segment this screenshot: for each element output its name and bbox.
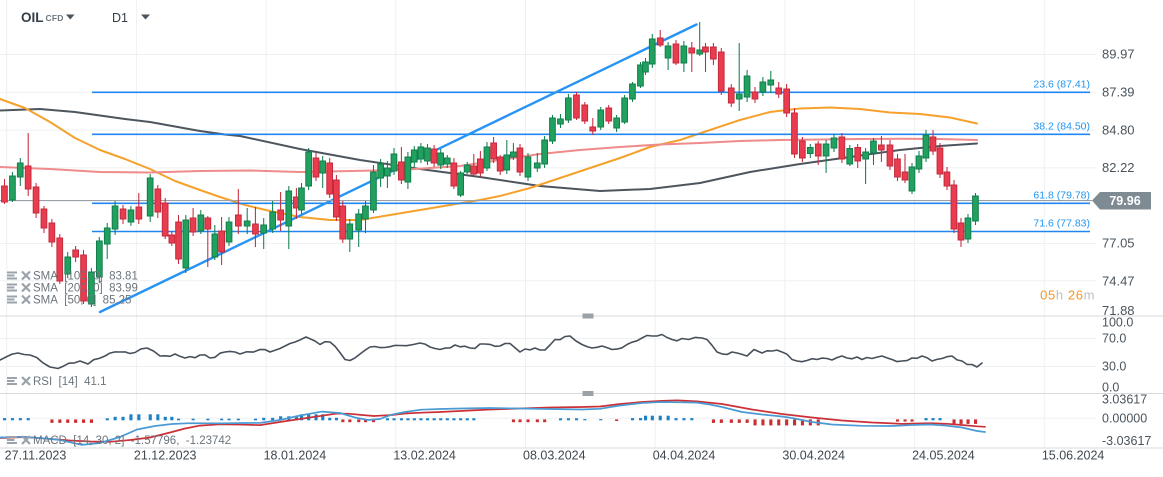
svg-text:87.39: 87.39 [1102, 85, 1135, 100]
svg-text:82.22: 82.22 [1102, 160, 1135, 175]
svg-text:38.2 (84.50): 38.2 (84.50) [1033, 121, 1090, 133]
svg-text:61.8 (79.78): 61.8 (79.78) [1033, 190, 1090, 202]
svg-text:21.12.2023: 21.12.2023 [134, 449, 197, 463]
svg-text:18.01.2024: 18.01.2024 [264, 449, 327, 463]
svg-text:CFD: CFD [46, 13, 64, 23]
svg-text:0.00000: 0.00000 [1102, 412, 1147, 426]
svg-text:79.96: 79.96 [1109, 194, 1140, 208]
svg-text:3.03617: 3.03617 [1102, 393, 1147, 407]
svg-text:-3.03617: -3.03617 [1102, 434, 1151, 448]
svg-text:SMA [100, 0] 83.81: SMA [100, 0] 83.81 [33, 271, 138, 283]
svg-text:SMA [200, 0] 83.99: SMA [200, 0] 83.99 [33, 283, 138, 295]
svg-text:27.11.2023: 27.11.2023 [5, 449, 67, 463]
svg-text:84.80: 84.80 [1102, 122, 1135, 137]
svg-text:71.6 (77.83): 71.6 (77.83) [1033, 218, 1090, 230]
svg-text:OIL: OIL [21, 10, 44, 25]
svg-text:05h 26m: 05h 26m [1040, 288, 1095, 303]
svg-text:15.06.2024: 15.06.2024 [1042, 449, 1105, 463]
svg-text:74.47: 74.47 [1102, 274, 1135, 289]
svg-text:SMA [50, 0] 85.25: SMA [50, 0] 85.25 [33, 295, 131, 307]
svg-text:89.97: 89.97 [1102, 47, 1135, 62]
svg-text:D1: D1 [112, 11, 128, 25]
svg-text:0.0: 0.0 [1102, 381, 1119, 395]
svg-text:04.04.2024: 04.04.2024 [653, 449, 716, 463]
svg-text:30.0: 30.0 [1102, 360, 1126, 374]
svg-text:RSI [14] 41.1: RSI [14] 41.1 [33, 376, 107, 388]
svg-text:100.0: 100.0 [1102, 316, 1133, 330]
svg-text:70.0: 70.0 [1102, 332, 1126, 346]
svg-text:MACD [14, 30, 2] -1.57796,: MACD [14, 30, 2] -1.57796, -1.23742 [33, 435, 231, 447]
svg-text:71.88: 71.88 [1102, 303, 1135, 318]
svg-text:13.02.2024: 13.02.2024 [393, 449, 456, 463]
svg-text:08.03.2024: 08.03.2024 [523, 449, 586, 463]
svg-text:77.05: 77.05 [1102, 236, 1135, 251]
svg-text:30.04.2024: 30.04.2024 [782, 449, 845, 463]
svg-text:23.6 (87.41): 23.6 (87.41) [1033, 79, 1090, 91]
svg-text:24.05.2024: 24.05.2024 [912, 449, 975, 463]
